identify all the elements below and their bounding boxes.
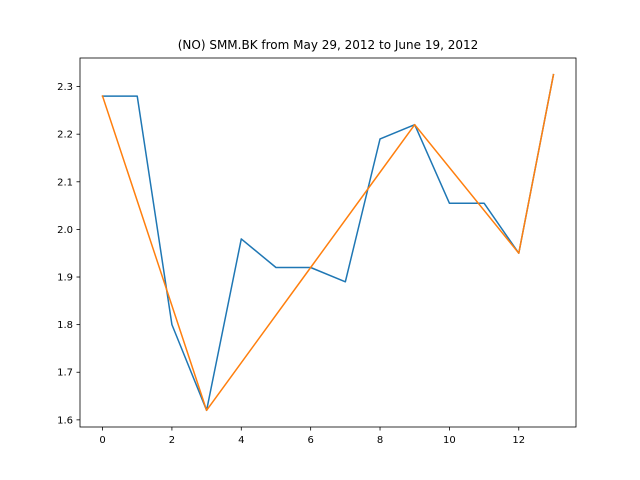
x-tick-label: 10 [443, 435, 456, 446]
x-tick-label: 2 [169, 435, 175, 446]
y-tick-label: 1.8 [57, 320, 73, 331]
series-line-2 [101, 73, 555, 412]
x-tick-label: 8 [377, 435, 383, 446]
x-tick-label: 4 [238, 435, 244, 446]
y-tick-label: 1.6 [57, 415, 73, 426]
y-tick-label: 2.2 [57, 130, 73, 141]
x-tick-label: 6 [307, 435, 313, 446]
y-tick-label: 1.7 [57, 368, 73, 379]
axes-frame [79, 57, 577, 428]
y-tick-label: 1.9 [57, 273, 73, 284]
plot-area: 0 2 4 6 8 10 12 1.6 1.7 1.8 1.9 2.0 2.1 2.2 2.3 [57, 57, 577, 446]
y-tick-label: 2.0 [57, 225, 73, 236]
x-tick-label: 12 [512, 435, 525, 446]
x-tick-label: 0 [99, 435, 105, 446]
chart-title: (NO) SMM.BK from May 29, 2012 to June 19… [178, 38, 479, 52]
y-tick-label: 2.3 [57, 82, 73, 93]
y-tick-label: 2.1 [57, 177, 73, 188]
